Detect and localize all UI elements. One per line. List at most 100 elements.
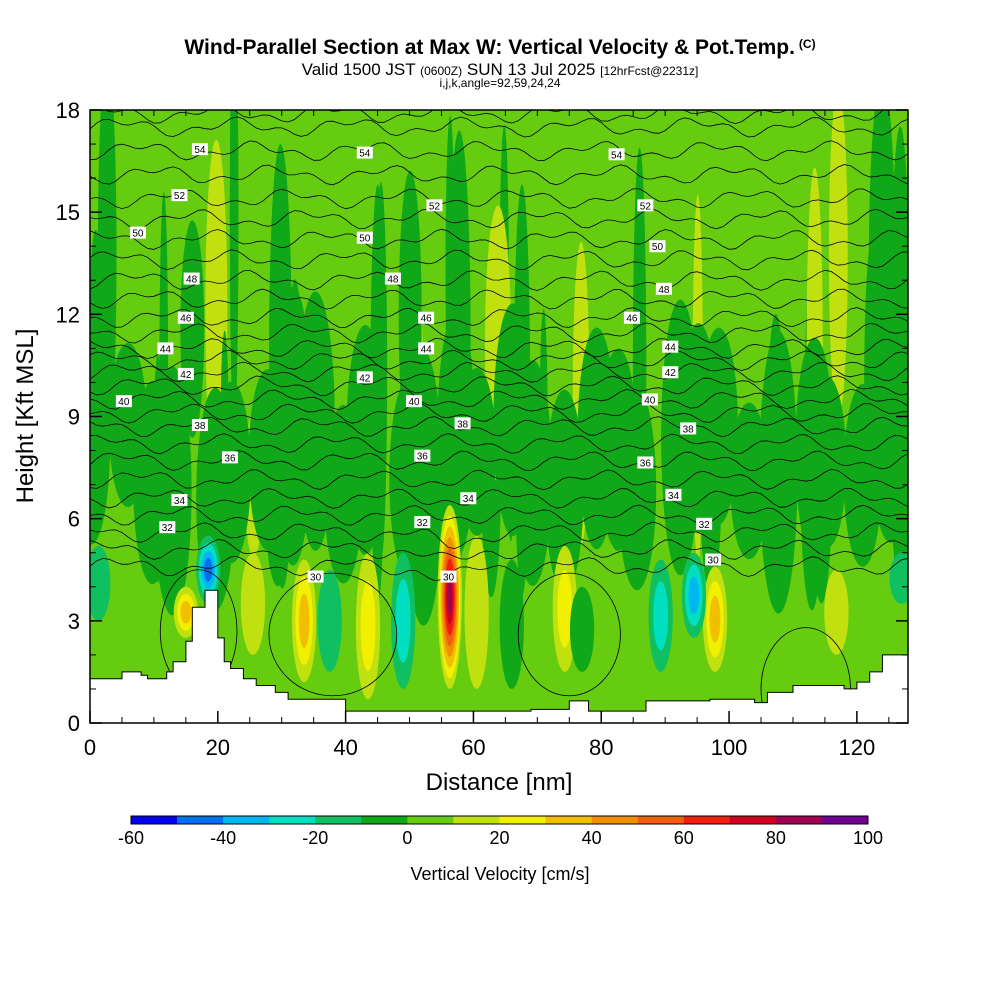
x-tick: 0 [84, 711, 96, 760]
contour-label-box [171, 189, 188, 202]
velocity-streak [404, 350, 443, 626]
velocity-streak [212, 381, 251, 563]
x-tick: 40 [333, 711, 358, 760]
colorbar-swatch [821, 816, 869, 824]
contour-label-text: 38 [457, 419, 469, 430]
x-tick: 20 [206, 711, 230, 760]
theta-isentrope [90, 521, 908, 550]
contour-label-box [177, 311, 194, 324]
contour-label: 44 [662, 340, 679, 354]
contour-label: 52 [426, 199, 443, 212]
velocity-core [688, 576, 700, 615]
velocity-core [499, 559, 524, 689]
contour-label: 48 [655, 282, 672, 296]
contour-label: 46 [418, 311, 435, 325]
x-tick: 80 [589, 711, 613, 760]
colorbar-label: Vertical Velocity [cm/s] [410, 864, 589, 884]
theta-isentrope [90, 116, 908, 138]
theta-isentrope [90, 487, 908, 509]
valid-utc: (0600Z) [420, 64, 463, 78]
contour-label-text: 54 [359, 149, 371, 160]
theta-closed-contour [268, 572, 398, 697]
y-tick-label: 12 [56, 302, 80, 327]
contour-label: 36 [414, 449, 431, 463]
colorbar-tick-label: 80 [766, 828, 786, 848]
velocity-core [889, 552, 908, 604]
colorbar-tick-label: 40 [582, 828, 602, 848]
colorbar-tick-label: -40 [210, 828, 236, 848]
contour-label-text: 40 [408, 397, 420, 408]
contour-label: 54 [191, 143, 208, 156]
copyright-mark: (C) [798, 37, 816, 51]
contour-label-box [637, 456, 654, 469]
contour-label-text: 36 [640, 458, 652, 469]
velocity-streak [868, 110, 896, 445]
theta-isentrope [90, 307, 908, 328]
theta-isentrope [90, 188, 908, 210]
x-tick-label: 100 [711, 735, 748, 760]
theta-isentrope [90, 468, 908, 491]
contour-label-text: 52 [640, 201, 652, 212]
velocity-streak [90, 332, 111, 545]
contour-label: 54 [608, 148, 625, 161]
contour-label-box [157, 342, 174, 355]
contour-label: 42 [662, 366, 679, 379]
theta-isentrope [90, 555, 908, 582]
y-tick-label: 6 [68, 507, 80, 532]
y-tick-label: 3 [68, 609, 80, 634]
contour-label: 42 [177, 367, 194, 381]
x-tick: 100 [711, 711, 748, 760]
contour-label-box [641, 393, 658, 406]
x-tick-label: 60 [461, 735, 485, 760]
forecast-info: [12hrFcst@2231z] [600, 64, 699, 78]
theta-isentrope [90, 504, 908, 526]
contour-label-box [115, 395, 132, 408]
contour-label-box [159, 521, 176, 534]
theta-isentrope [90, 349, 908, 371]
contour-label: 46 [623, 311, 640, 325]
contour-label: 44 [157, 342, 174, 355]
y-tick: 15 [56, 200, 908, 225]
velocity-core [204, 557, 213, 582]
contour-label-text: 32 [162, 523, 174, 534]
contour-label-text: 40 [118, 397, 130, 408]
colorbar-swatch [131, 816, 178, 824]
y-tick-label: 9 [68, 405, 80, 430]
contour-label-text: 44 [421, 344, 433, 355]
velocity-streak [346, 325, 385, 555]
contour-label-box [705, 553, 722, 566]
contour-label: 50 [649, 240, 666, 253]
contour-label-box [662, 340, 679, 353]
contour-label-text: 36 [417, 452, 429, 463]
colorbar-swatch [591, 816, 639, 824]
colorbar-swatch [361, 816, 408, 824]
theta-isentrope [104, 110, 908, 125]
colorbar-tick-label: -20 [302, 828, 328, 848]
contour-label-text: 40 [644, 395, 656, 406]
contour-label: 50 [129, 226, 146, 240]
velocity-core [569, 586, 595, 672]
contour-label-box [356, 146, 373, 159]
theta-isentrope [90, 388, 908, 411]
colorbar-tick-label: 60 [674, 828, 694, 848]
contour-label-box [221, 451, 238, 464]
y-tick-label: 18 [56, 98, 80, 123]
velocity-streak [699, 327, 738, 525]
contour-label-box [454, 417, 471, 430]
contour-label-text: 46 [421, 314, 433, 325]
contour-label-text: 50 [652, 242, 664, 253]
colorbar-swatch [683, 816, 731, 824]
contour-label-box [608, 148, 625, 161]
contour-label-box [177, 367, 194, 380]
contour-label-box [662, 366, 679, 379]
contour-label-text: 54 [611, 150, 623, 161]
x-axis: 0 20 40 60 80 100 120 [84, 110, 890, 760]
contour-label: 52 [637, 199, 654, 212]
contour-label-box [665, 488, 682, 501]
contour-label-text: 42 [359, 373, 371, 384]
y-tick: 18 [56, 98, 908, 123]
contour-label: 40 [406, 395, 423, 408]
contour-label-text: 38 [194, 421, 206, 432]
valid-prefix: Valid 1500 JST [301, 60, 416, 79]
